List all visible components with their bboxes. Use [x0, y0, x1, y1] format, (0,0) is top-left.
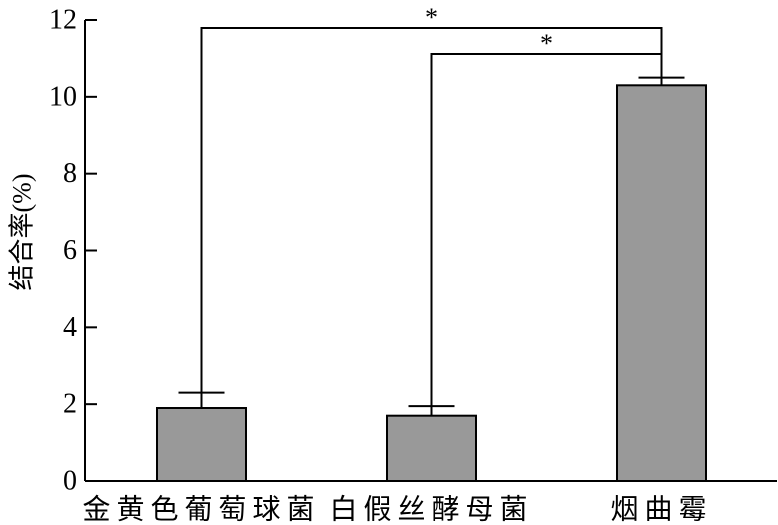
category-label: 烟曲霉 — [610, 494, 712, 525]
y-tick-label: 10 — [49, 81, 77, 112]
y-tick-label: 0 — [63, 466, 77, 497]
significance-label: * — [540, 29, 553, 58]
y-tick-label: 6 — [63, 235, 77, 266]
y-tick-label: 4 — [63, 312, 77, 343]
category-label: 金黄色葡萄球菌 — [82, 494, 320, 525]
y-ticks: 0 2 4 6 8 10 12 — [49, 5, 97, 497]
bar — [156, 407, 247, 482]
significance-bracket — [430, 53, 663, 407]
y-tick-label: 12 — [49, 5, 77, 36]
category-label: 白假丝酵母菌 — [329, 494, 533, 525]
category-labels: 金黄色葡萄球菌 白假丝酵母菌 烟曲霉 — [82, 494, 712, 525]
bars — [156, 84, 707, 483]
bar — [616, 84, 707, 483]
significance-brackets: ** — [200, 3, 663, 407]
significance-label: * — [425, 3, 438, 32]
significance-bracket — [200, 27, 663, 393]
y-tick-label: 8 — [63, 158, 77, 189]
bar — [386, 414, 477, 483]
y-tick-label: 2 — [63, 389, 77, 420]
y-axis-label: 结合率(%) — [8, 174, 37, 291]
